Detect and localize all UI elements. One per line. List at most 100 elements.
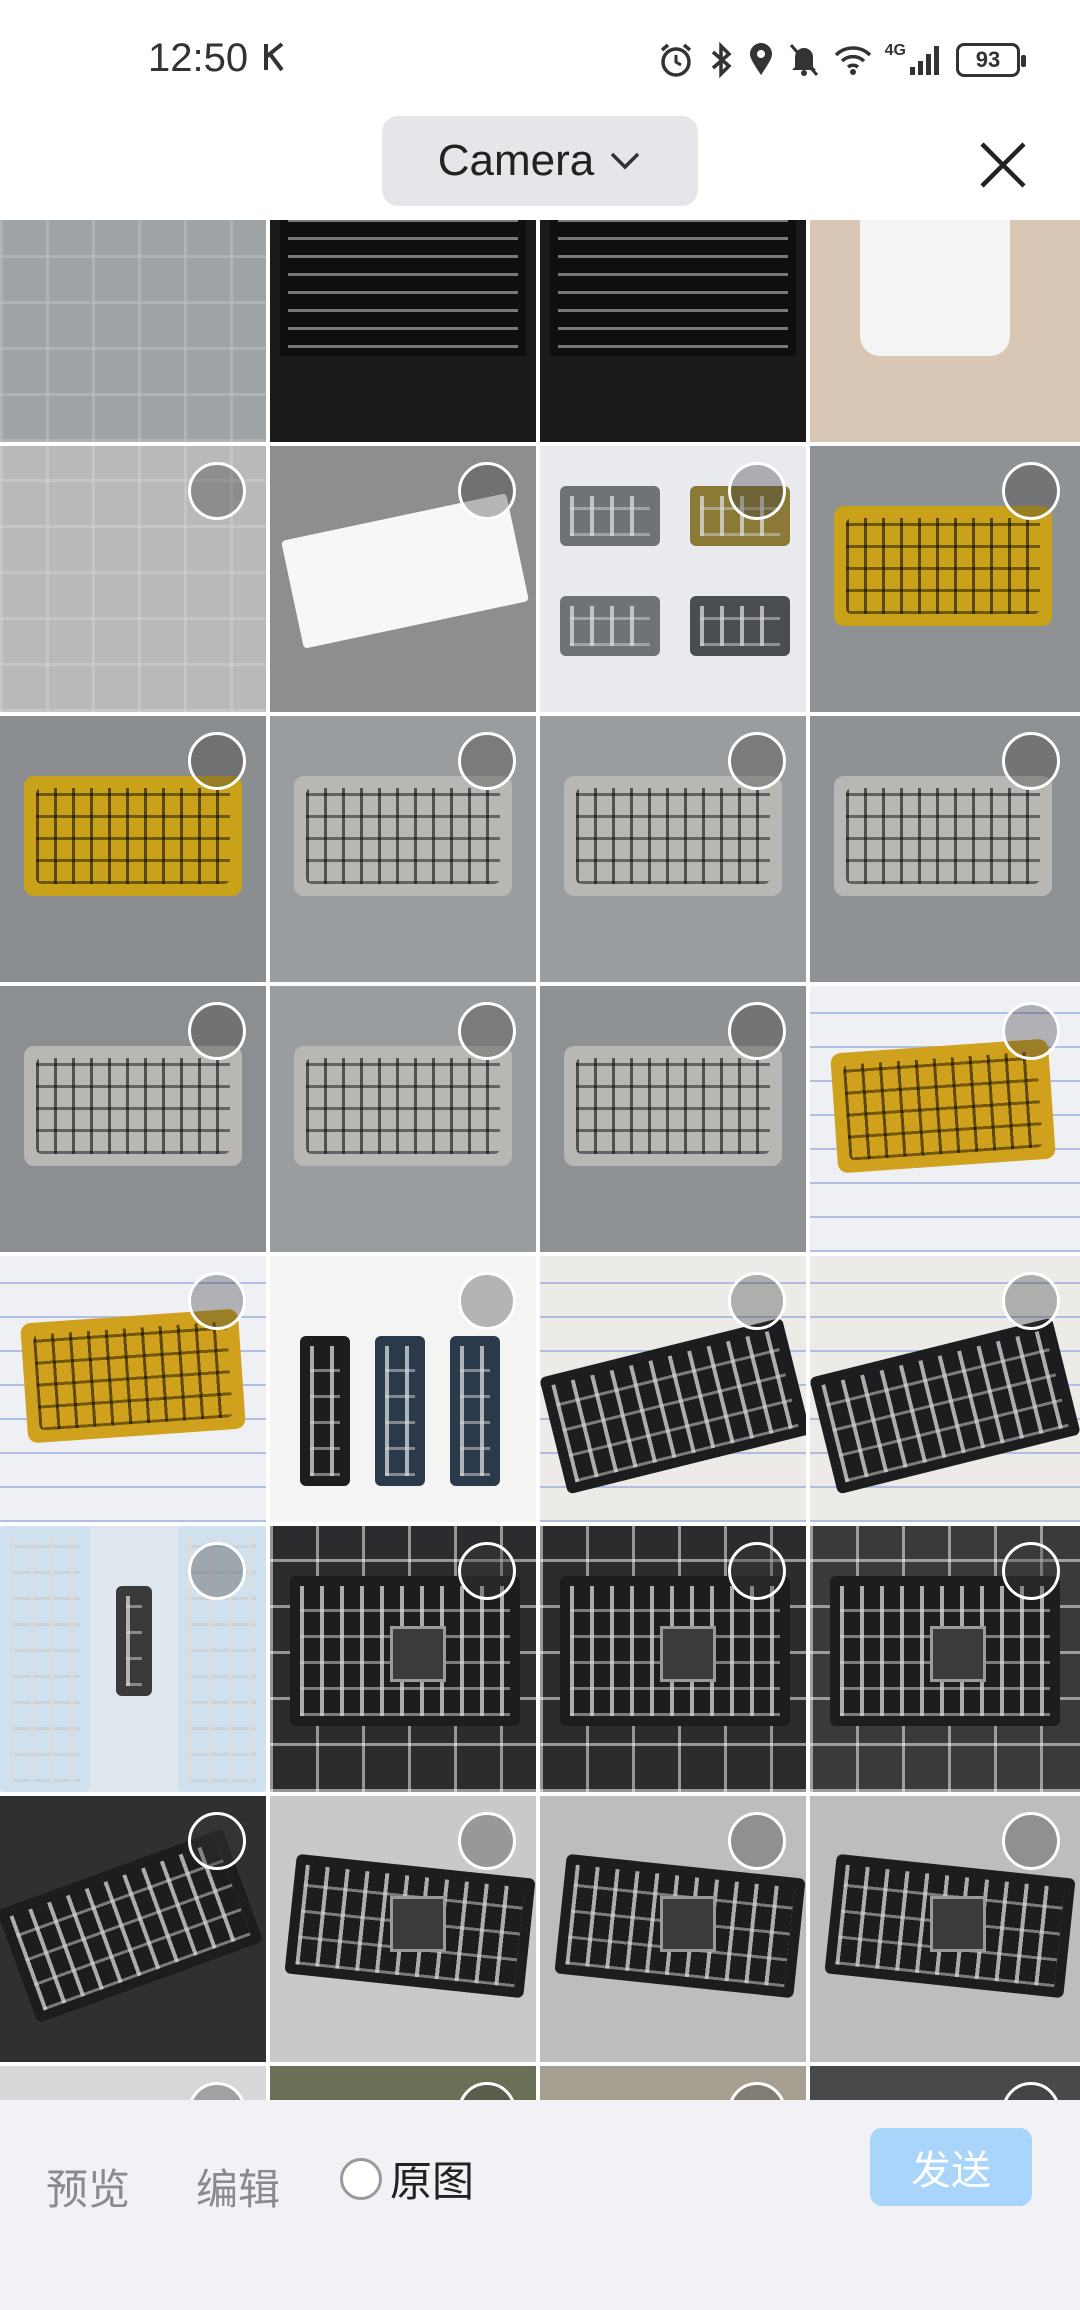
select-circle[interactable]: [458, 1002, 516, 1060]
photo-thumbnail[interactable]: [540, 716, 806, 982]
mute-icon: [787, 41, 821, 79]
send-button[interactable]: 发送: [870, 2128, 1032, 2206]
photo-content: [0, 1526, 90, 1792]
photo-grid[interactable]: [0, 220, 1080, 2100]
photo-content: [564, 776, 782, 896]
photo-thumbnail[interactable]: [270, 446, 536, 712]
photo-thumbnail[interactable]: [810, 1796, 1080, 2062]
photo-thumbnail[interactable]: [810, 1526, 1080, 1792]
select-circle[interactable]: [188, 1812, 246, 1870]
photo-thumbnail[interactable]: [810, 1256, 1080, 1522]
select-circle[interactable]: [728, 462, 786, 520]
album-selector[interactable]: Camera: [382, 116, 698, 206]
select-circle[interactable]: [728, 732, 786, 790]
select-circle[interactable]: [188, 1542, 246, 1600]
photo-content: [660, 1896, 716, 1952]
photo-content: [300, 1336, 350, 1486]
photo-thumbnail[interactable]: [810, 986, 1080, 1252]
photo-thumbnail[interactable]: [540, 1256, 806, 1522]
select-circle[interactable]: [458, 2082, 516, 2100]
photo-content: [294, 1046, 512, 1166]
original-radio[interactable]: [340, 2158, 382, 2200]
photo-content: [930, 1896, 986, 1952]
photo-thumbnail[interactable]: [540, 220, 806, 442]
photo-thumbnail[interactable]: [270, 2066, 536, 2100]
edit-button[interactable]: 编辑: [196, 2156, 280, 2217]
photo-content: [116, 1586, 152, 1696]
photo-thumbnail[interactable]: [540, 446, 806, 712]
select-circle[interactable]: [1002, 1002, 1060, 1060]
original-label: 原图: [390, 2148, 474, 2209]
photo-content: [834, 506, 1052, 626]
alarm-icon: [657, 41, 695, 79]
select-circle[interactable]: [1002, 1272, 1060, 1330]
photo-thumbnail[interactable]: [270, 1796, 536, 2062]
photo-content: [390, 1896, 446, 1952]
photo-content: [564, 1046, 782, 1166]
select-circle[interactable]: [458, 1542, 516, 1600]
bluetooth-icon: [707, 41, 735, 79]
photo-thumbnail[interactable]: [270, 1526, 536, 1792]
select-circle[interactable]: [1002, 2082, 1060, 2100]
photo-thumbnail[interactable]: [810, 446, 1080, 712]
select-circle[interactable]: [188, 1002, 246, 1060]
photo-thumbnail[interactable]: [270, 986, 536, 1252]
photo-thumbnail[interactable]: [540, 2066, 806, 2100]
photo-content: [24, 776, 242, 896]
select-circle[interactable]: [728, 1272, 786, 1330]
select-circle[interactable]: [458, 1272, 516, 1330]
status-time: 12:50: [148, 36, 248, 81]
select-circle[interactable]: [728, 1542, 786, 1600]
photo-content: [560, 486, 660, 546]
chevron-down-icon: [608, 149, 642, 173]
send-label: 发送: [911, 2138, 991, 2196]
photo-thumbnail[interactable]: [0, 1256, 266, 1522]
photo-thumbnail[interactable]: [0, 1526, 266, 1792]
photo-content: [375, 1336, 425, 1486]
select-circle[interactable]: [458, 732, 516, 790]
select-circle[interactable]: [458, 1812, 516, 1870]
photo-thumbnail[interactable]: [540, 986, 806, 1252]
status-icons: 4G 93: [657, 38, 1020, 82]
photo-content: [550, 220, 796, 356]
photo-thumbnail[interactable]: [0, 446, 266, 712]
photo-thumbnail[interactable]: [0, 220, 266, 442]
preview-button[interactable]: 预览: [46, 2156, 130, 2217]
photo-content: [390, 1626, 446, 1682]
select-circle[interactable]: [188, 462, 246, 520]
photo-thumbnail[interactable]: [270, 716, 536, 982]
photo-thumbnail[interactable]: [540, 1526, 806, 1792]
original-image-toggle[interactable]: 原图: [340, 2148, 474, 2209]
select-circle[interactable]: [188, 2082, 246, 2100]
bottom-bar: 预览 编辑 原图 发送: [0, 2100, 1080, 2310]
select-circle[interactable]: [1002, 1542, 1060, 1600]
select-circle[interactable]: [1002, 732, 1060, 790]
photo-thumbnail[interactable]: [0, 1796, 266, 2062]
photo-thumbnail[interactable]: [270, 1256, 536, 1522]
photo-thumbnail[interactable]: [810, 220, 1080, 442]
select-circle[interactable]: [188, 1272, 246, 1330]
photo-thumbnail[interactable]: [810, 716, 1080, 982]
photo-thumbnail[interactable]: [810, 2066, 1080, 2100]
select-circle[interactable]: [1002, 462, 1060, 520]
photo-content: [294, 776, 512, 896]
select-circle[interactable]: [188, 732, 246, 790]
select-circle[interactable]: [728, 1812, 786, 1870]
close-icon[interactable]: [976, 138, 1030, 192]
photo-thumbnail[interactable]: [0, 986, 266, 1252]
photo-thumbnail[interactable]: [0, 716, 266, 982]
battery-icon: 93: [956, 43, 1020, 77]
album-label: Camera: [438, 136, 595, 186]
photo-content: [560, 596, 660, 656]
select-circle[interactable]: [1002, 1812, 1060, 1870]
select-circle[interactable]: [728, 1002, 786, 1060]
network-type-label: 4G: [885, 42, 906, 60]
status-bar: 12:50 4G: [0, 0, 1080, 120]
photo-thumbnail[interactable]: [0, 2066, 266, 2100]
header: Camera: [0, 110, 1080, 220]
select-circle[interactable]: [458, 462, 516, 520]
photo-thumbnail[interactable]: [540, 1796, 806, 2062]
photo-thumbnail[interactable]: [270, 220, 536, 442]
select-circle[interactable]: [728, 2082, 786, 2100]
photo-content: [280, 220, 526, 356]
